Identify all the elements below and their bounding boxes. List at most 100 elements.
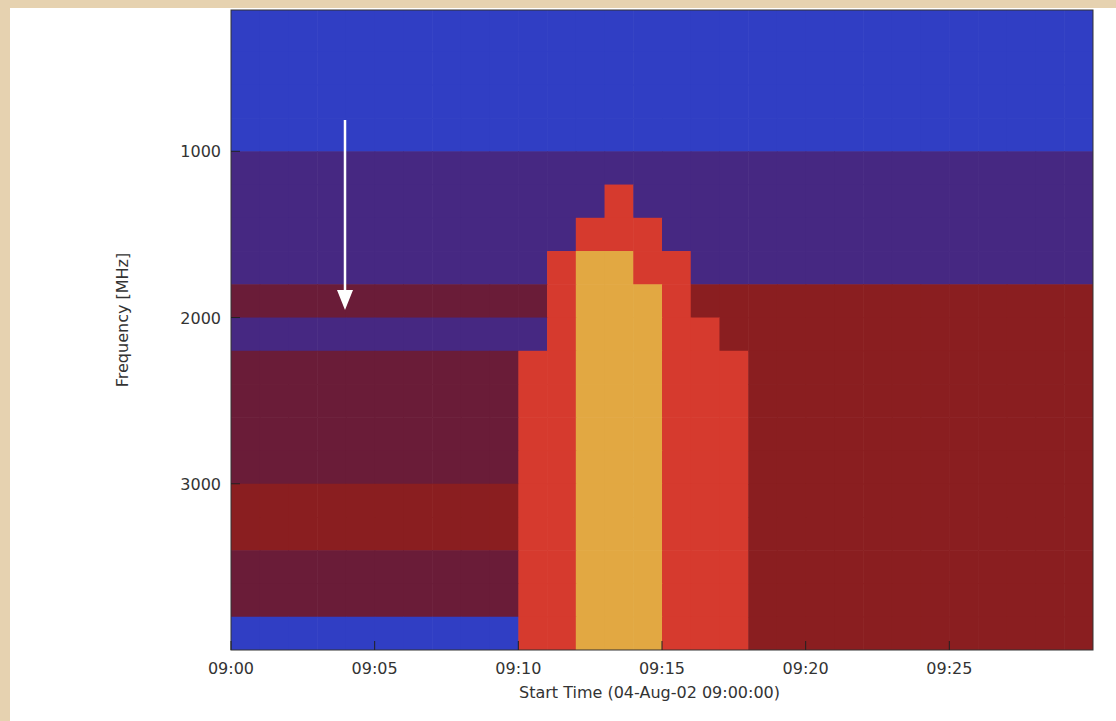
heatmap-cell bbox=[375, 85, 404, 119]
heatmap-cell bbox=[461, 584, 490, 618]
heatmap-cell bbox=[777, 617, 806, 650]
heatmap-cell bbox=[518, 517, 547, 551]
heatmap-cell bbox=[605, 251, 634, 285]
heatmap-cell bbox=[834, 185, 863, 219]
heatmap-cell bbox=[288, 617, 317, 650]
heatmap-cell bbox=[921, 85, 950, 119]
heatmap-cell bbox=[921, 517, 950, 551]
heatmap-cell bbox=[777, 118, 806, 152]
heatmap-cell bbox=[288, 517, 317, 551]
heatmap-cell bbox=[892, 484, 921, 518]
heatmap-cell bbox=[1064, 484, 1093, 518]
heatmap-cell bbox=[231, 384, 260, 418]
heatmap-cell bbox=[1064, 517, 1093, 551]
heatmap-cell bbox=[834, 118, 863, 152]
heatmap-cell bbox=[806, 251, 835, 285]
heatmap-cell bbox=[1036, 351, 1065, 385]
heatmap-cell bbox=[317, 185, 346, 219]
heatmap-cell bbox=[748, 284, 777, 318]
heatmap-cell bbox=[432, 451, 461, 485]
heatmap-cell bbox=[921, 218, 950, 252]
heatmap-cell bbox=[490, 584, 519, 618]
heatmap-cell bbox=[605, 185, 634, 219]
heatmap-cell bbox=[605, 417, 634, 451]
heatmap-cell bbox=[949, 517, 978, 551]
heatmap-cell bbox=[1064, 10, 1093, 52]
heatmap-cell bbox=[317, 218, 346, 252]
heatmap-cell bbox=[1007, 284, 1036, 318]
heatmap-cell bbox=[691, 52, 720, 86]
heatmap-cell bbox=[518, 10, 547, 52]
heatmap-cell bbox=[834, 517, 863, 551]
heatmap-cell bbox=[978, 251, 1007, 285]
heatmap-cell bbox=[490, 484, 519, 518]
x-tick-label: 09:15 bbox=[639, 659, 685, 678]
heatmap-cell bbox=[518, 451, 547, 485]
heatmap-cell bbox=[892, 351, 921, 385]
heatmap-cell bbox=[547, 550, 576, 584]
heatmap-cell bbox=[432, 218, 461, 252]
heatmap-cell bbox=[1007, 417, 1036, 451]
heatmap-cell bbox=[605, 517, 634, 551]
heatmap-cell bbox=[748, 251, 777, 285]
heatmap-cell bbox=[432, 10, 461, 52]
heatmap-cell bbox=[719, 451, 748, 485]
heatmap-cell bbox=[662, 185, 691, 219]
heatmap-cell bbox=[260, 284, 289, 318]
heatmap-cell bbox=[691, 284, 720, 318]
heatmap-cell bbox=[605, 550, 634, 584]
heatmap-cell bbox=[317, 151, 346, 185]
heatmap-cell bbox=[490, 118, 519, 152]
heatmap-cell bbox=[490, 417, 519, 451]
heatmap-cell bbox=[288, 251, 317, 285]
heatmap-cell bbox=[403, 484, 432, 518]
heatmap-cell bbox=[432, 118, 461, 152]
heatmap-cell bbox=[748, 151, 777, 185]
heatmap-cell bbox=[461, 617, 490, 650]
heatmap-cell bbox=[490, 318, 519, 352]
heatmap-cell bbox=[288, 118, 317, 152]
heatmap-cell bbox=[1064, 451, 1093, 485]
heatmap-cell bbox=[288, 85, 317, 119]
heatmap-cell bbox=[806, 151, 835, 185]
heatmap-cell bbox=[863, 118, 892, 152]
heatmap-cell bbox=[662, 218, 691, 252]
heatmap-cell bbox=[662, 384, 691, 418]
heatmap-cell bbox=[260, 584, 289, 618]
heatmap-cell bbox=[719, 484, 748, 518]
heatmap-cell bbox=[748, 617, 777, 650]
heatmap-cell bbox=[375, 10, 404, 52]
heatmap-cell bbox=[1036, 318, 1065, 352]
heatmap-cell bbox=[576, 384, 605, 418]
heatmap-cell bbox=[432, 351, 461, 385]
heatmap-cell bbox=[576, 52, 605, 86]
heatmap-cell bbox=[288, 10, 317, 52]
heatmap-cell bbox=[490, 451, 519, 485]
heatmap-cell bbox=[1007, 484, 1036, 518]
heatmap-cell bbox=[375, 251, 404, 285]
heatmap-cell bbox=[1036, 251, 1065, 285]
heatmap-cell bbox=[863, 284, 892, 318]
heatmap-cell bbox=[231, 451, 260, 485]
heatmap-cell bbox=[834, 617, 863, 650]
heatmap-cell bbox=[748, 417, 777, 451]
heatmap-cell bbox=[375, 617, 404, 650]
heatmap-cell bbox=[921, 417, 950, 451]
heatmap-cell bbox=[1064, 417, 1093, 451]
heatmap-cell bbox=[892, 617, 921, 650]
heatmap-cell bbox=[346, 617, 375, 650]
heatmap-cell bbox=[806, 10, 835, 52]
heatmap-cell bbox=[777, 218, 806, 252]
x-tick bbox=[518, 641, 519, 650]
heatmap-cell bbox=[1064, 318, 1093, 352]
heatmap-cell bbox=[719, 218, 748, 252]
heatmap-cell bbox=[317, 584, 346, 618]
heatmap-cell bbox=[518, 118, 547, 152]
heatmap-cell bbox=[260, 351, 289, 385]
heatmap-cell bbox=[806, 218, 835, 252]
heatmap-cell bbox=[1064, 351, 1093, 385]
chart: 09:0009:0509:1009:1509:2009:251000200030… bbox=[0, 0, 1116, 721]
heatmap-cell bbox=[921, 617, 950, 650]
heatmap-cell bbox=[691, 550, 720, 584]
heatmap-cell bbox=[346, 85, 375, 119]
